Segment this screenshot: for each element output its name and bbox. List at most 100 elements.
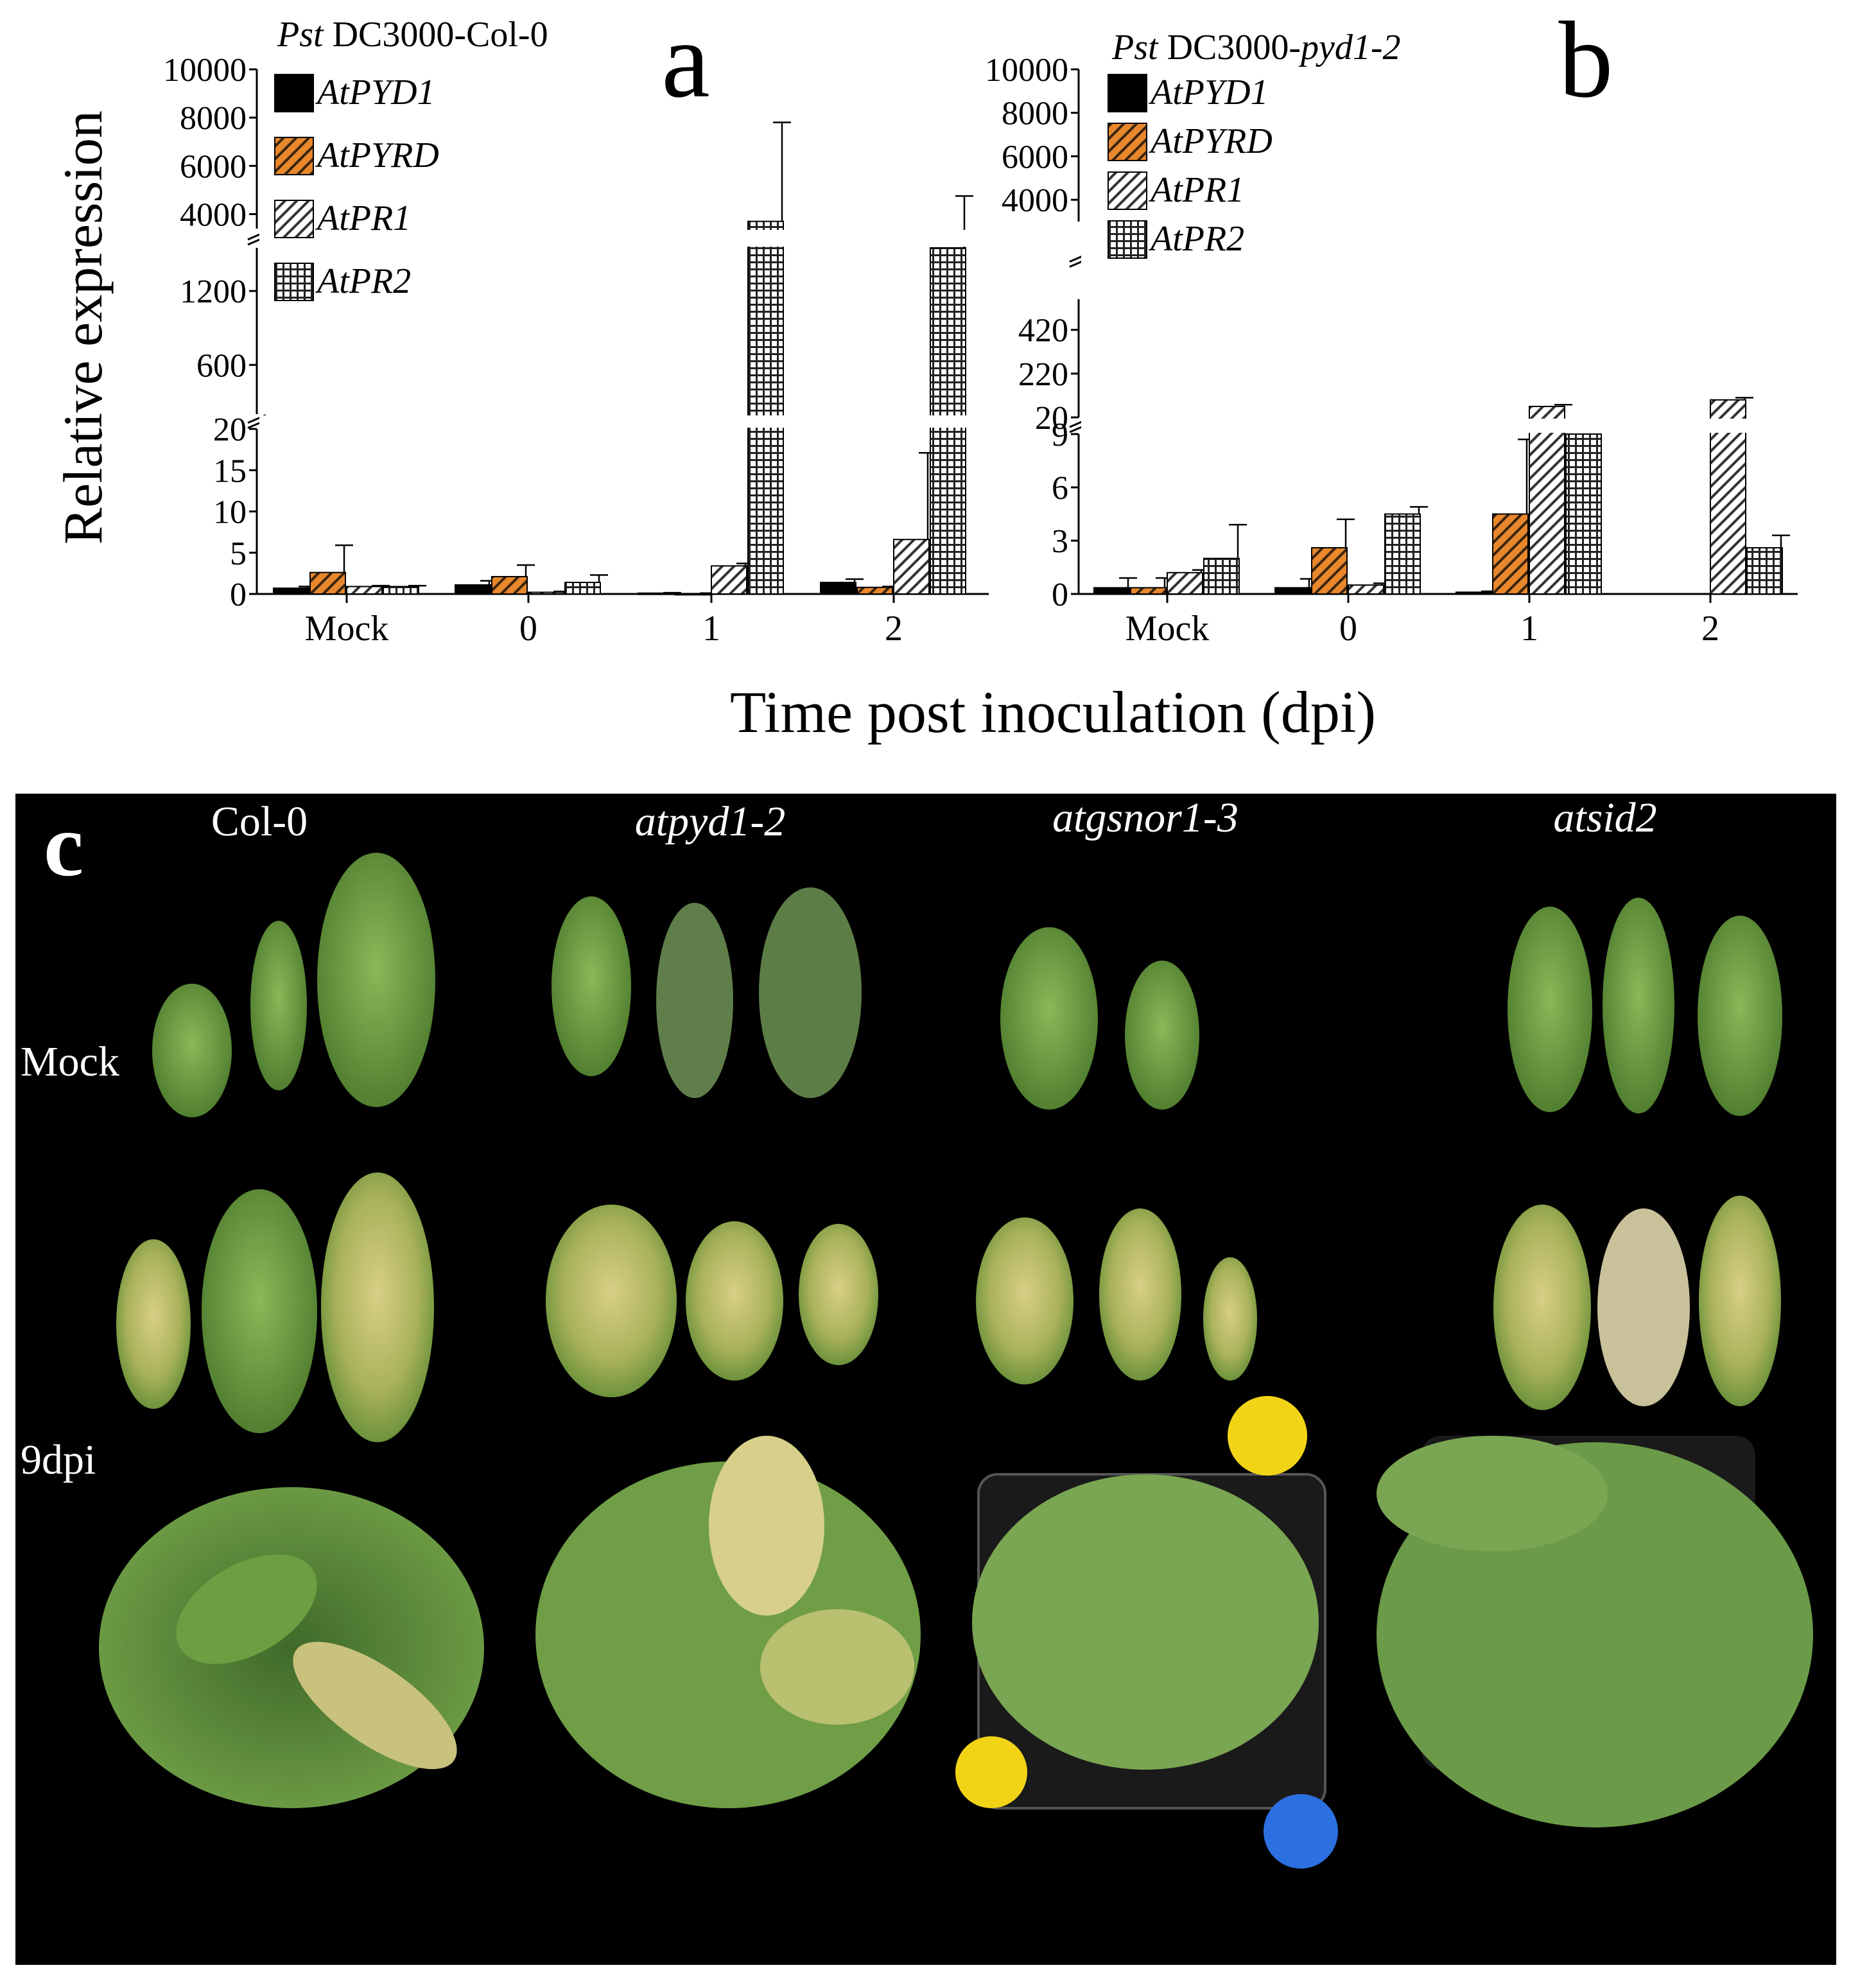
column-label-atsid2: atsid2 <box>1553 794 1657 841</box>
bar <box>820 582 856 595</box>
bar <box>638 592 674 595</box>
plant-photo-illustration <box>99 853 1813 1869</box>
bar <box>1746 547 1783 595</box>
dpi-leaves-atpyd1 <box>546 1205 878 1397</box>
y-tick-label: 6 <box>1052 470 1068 507</box>
legend-label: AtPYRD <box>315 135 439 175</box>
legend-label: AtPR2 <box>315 261 411 301</box>
mock-leaves-atsid2 <box>1508 898 1782 1116</box>
panel-label-a: a <box>661 0 709 120</box>
x-tick-label: 0 <box>1339 609 1357 649</box>
y-tick-label: 20 <box>1035 400 1068 437</box>
panel-b-title-rest: DC3000- <box>1158 28 1301 67</box>
legend-swatch <box>274 137 314 175</box>
bar <box>1348 584 1384 595</box>
rosette-atgsnor1 <box>955 1396 1338 1869</box>
panel-b-title-italic: Pst <box>1111 28 1159 67</box>
legend-a: AtPYD1 AtPYRD AtPR1 AtPR2 <box>274 73 439 301</box>
dpi-leaves-col0 <box>116 1173 434 1442</box>
x-axis-title: Time post inoculation (dpi) <box>730 679 1376 745</box>
y-tick-label: 4000 <box>180 196 247 233</box>
y-tick-label: 8000 <box>1002 96 1068 132</box>
photo-panel: c Col-0 atpyd1-2 atgsnor1-3 atsid2 Mock … <box>15 794 1836 1965</box>
legend-label: AtPR1 <box>1148 170 1244 210</box>
mock-leaves-col0 <box>152 853 435 1117</box>
bar <box>674 593 711 596</box>
bar <box>528 591 564 595</box>
dpi-leaves-atgsnor1 <box>976 1208 1257 1384</box>
legend-swatch <box>274 263 314 301</box>
mock-leaves-atpyd1 <box>552 887 862 1098</box>
y-tick-label: 6000 <box>1002 139 1068 175</box>
legend-label: AtPYD1 <box>1148 73 1269 112</box>
y-axis-title: Relative expression <box>52 110 114 545</box>
x-tick-label: 2 <box>885 609 903 649</box>
panel-b-title: Pst DC3000-pyd1-2 <box>1111 28 1401 67</box>
bar <box>856 586 893 595</box>
legend-label: AtPR1 <box>315 198 411 238</box>
y-tick-label: 10 <box>213 494 247 531</box>
y-tick-label: 10000 <box>163 52 247 89</box>
bar <box>711 565 747 595</box>
chart-b: 0 3 6 920 220 420 4000 6000 8000 10000 Mock 0 1 2 <box>985 52 1800 649</box>
break-gap <box>259 230 991 247</box>
legend-label: AtPYD1 <box>315 73 435 112</box>
row-label-mock: Mock <box>21 1038 119 1085</box>
bar <box>383 586 419 595</box>
panel-b-title-italic2: pyd1-2 <box>1298 28 1401 67</box>
y-tick-label: 10000 <box>985 52 1068 89</box>
y-tick-label: 20 <box>213 412 247 448</box>
bar <box>1093 587 1130 595</box>
charts-figure: Relative expression Time post inoculatio… <box>52 0 1800 745</box>
x-tick-label: Mock <box>1125 609 1210 649</box>
bar <box>1311 547 1348 595</box>
legend-swatch <box>274 74 314 112</box>
panel-label-b: b <box>1559 0 1613 120</box>
panel-label-c: c <box>44 796 84 895</box>
y-tick-label: 220 <box>1018 356 1068 393</box>
chart-a: 0 5 10 15 20 600 1200 4000 6000 8000 10000 Mock 0 1 2 <box>163 52 991 649</box>
panel-a-title-italic: Pst <box>277 15 324 55</box>
x-tick-label: 1 <box>702 609 720 649</box>
bar <box>1274 587 1311 595</box>
bar <box>1492 513 1529 595</box>
y-tick-label: 600 <box>196 347 247 384</box>
bar <box>1565 433 1602 595</box>
x-tick-label: Mock <box>305 609 389 649</box>
bar <box>1529 405 1565 595</box>
break-gap <box>259 415 991 428</box>
y-tick-label: 0 <box>1052 577 1068 613</box>
bar <box>893 539 930 595</box>
y-tick-label: 6000 <box>180 148 247 185</box>
panel-a-title-rest: DC3000-Col-0 <box>324 15 548 55</box>
y-tick-label: 0 <box>230 577 247 613</box>
legend-label: AtPR2 <box>1148 219 1244 259</box>
legend-label: AtPYRD <box>1148 121 1273 161</box>
panel-a-title: Pst DC3000-Col-0 <box>277 15 548 55</box>
legend-swatch <box>1108 74 1147 112</box>
y-tick-label: 3 <box>1052 523 1068 560</box>
bar <box>309 571 346 595</box>
bar <box>1384 513 1421 595</box>
y-tick-label: 5 <box>230 536 247 572</box>
legend-swatch <box>1108 171 1147 210</box>
break-gap <box>1081 223 1800 298</box>
rosette-atsid2 <box>1377 1436 1813 1827</box>
mock-leaves-atgsnor1 <box>1000 927 1199 1110</box>
y-tick-label: 420 <box>1018 313 1068 349</box>
column-label-col0: Col-0 <box>211 798 308 845</box>
y-tick-label: 8000 <box>180 100 247 137</box>
bar <box>1130 587 1167 595</box>
rosette-col0 <box>99 1487 484 1808</box>
rosette-atpyd1 <box>535 1436 921 1808</box>
break-gap <box>1081 419 1800 433</box>
x-tick-label: 2 <box>1701 609 1719 649</box>
bar <box>747 220 784 595</box>
column-label-atpyd1: atpyd1-2 <box>634 798 786 845</box>
bar <box>273 588 309 595</box>
x-tick-label: 1 <box>1520 609 1538 649</box>
y-tick-label: 4000 <box>1002 182 1068 219</box>
legend-b: AtPYD1 AtPYRD AtPR1 AtPR2 <box>1108 73 1273 259</box>
dpi-leaves-atsid2 <box>1493 1196 1781 1410</box>
bar <box>1167 571 1203 595</box>
